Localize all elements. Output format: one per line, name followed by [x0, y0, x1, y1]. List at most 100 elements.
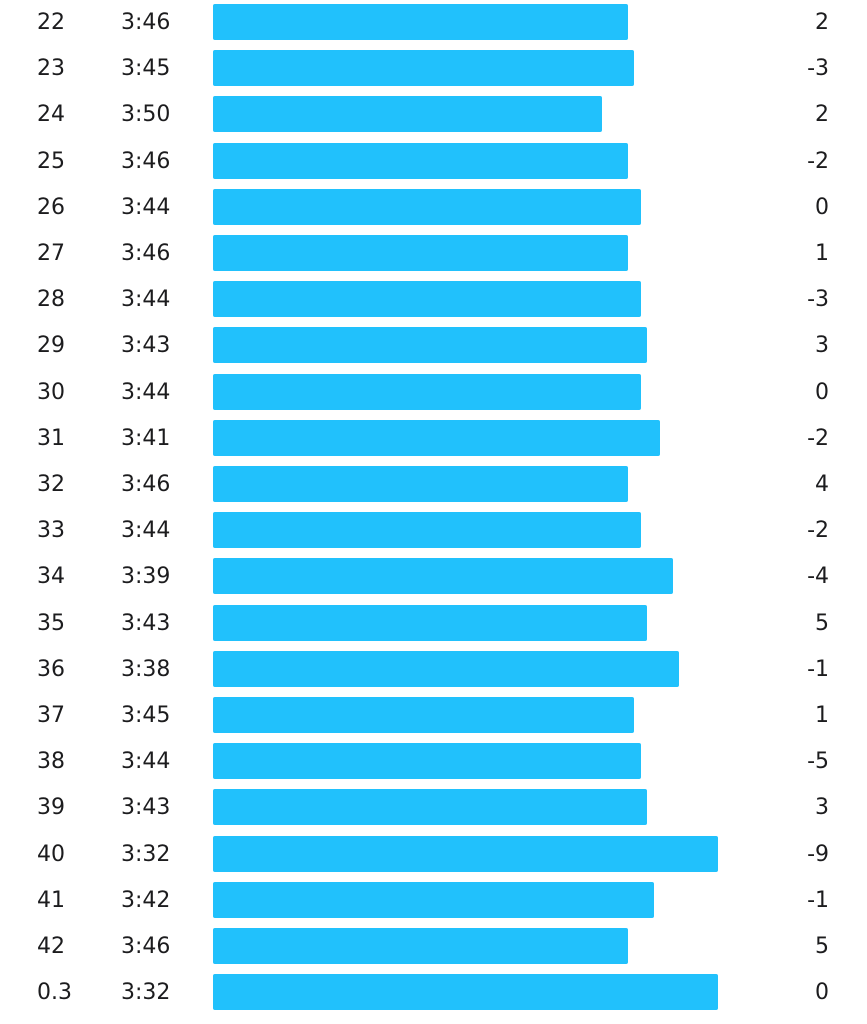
split-pace-label: 3:32	[121, 980, 171, 1006]
split-elevation-label: -3	[807, 56, 829, 82]
split-pace-label: 3:32	[121, 841, 171, 867]
split-pace-label: 3:41	[121, 425, 171, 451]
split-km-label: 35	[37, 610, 65, 636]
pace-bar	[213, 789, 647, 826]
split-elevation-label: 3	[815, 795, 829, 821]
pace-bar	[213, 235, 628, 271]
pace-bar	[213, 743, 641, 780]
pace-bar	[213, 96, 602, 133]
split-km-label: 42	[37, 934, 65, 959]
split-elevation-label: 2	[815, 10, 829, 35]
split-pace-label: 3:44	[121, 194, 171, 220]
split-elevation-label: -2	[807, 518, 829, 544]
split-row: 28 3:44 -3	[0, 277, 867, 323]
pace-bar	[213, 697, 634, 733]
pace-bar	[213, 928, 628, 964]
pace-bar	[213, 373, 641, 410]
split-pace-label: 3:44	[121, 287, 171, 313]
split-row: 40 3:32 -9	[0, 832, 867, 878]
split-elevation-label: -5	[807, 749, 829, 775]
split-row: 42 3:46 5	[0, 924, 867, 970]
split-km-label: 34	[37, 564, 65, 590]
split-row: 25 3:46 -2	[0, 139, 867, 185]
split-row: 30 3:44 0	[0, 370, 867, 416]
split-pace-label: 3:43	[121, 610, 171, 636]
split-elevation-label: 1	[815, 241, 829, 266]
split-pace-label: 3:46	[121, 241, 171, 266]
split-km-label: 25	[37, 148, 65, 174]
split-row: 32 3:46 4	[0, 462, 867, 508]
split-elevation-label: -9	[807, 841, 829, 867]
split-row: 41 3:42 -1	[0, 878, 867, 924]
pace-bar	[213, 142, 628, 179]
split-pace-label: 3:43	[121, 795, 171, 821]
split-elevation-label: 0	[815, 980, 829, 1006]
split-row: 33 3:44 -2	[0, 508, 867, 554]
split-elevation-label: 3	[815, 333, 829, 359]
split-km-label: 40	[37, 841, 65, 867]
split-pace-label: 3:45	[121, 703, 171, 728]
split-pace-label: 3:44	[121, 518, 171, 544]
split-pace-label: 3:44	[121, 749, 171, 775]
split-pace-label: 3:38	[121, 656, 171, 682]
split-km-label: 33	[37, 518, 65, 544]
pace-bar	[213, 974, 718, 1011]
split-km-label: 30	[37, 379, 65, 405]
split-elevation-label: 5	[815, 610, 829, 636]
split-row: 31 3:41 -2	[0, 416, 867, 462]
pace-bar	[213, 835, 718, 872]
split-pace-label: 3:46	[121, 934, 171, 959]
pace-bar	[213, 327, 647, 364]
split-pace-label: 3:46	[121, 148, 171, 174]
split-km-label: 32	[37, 472, 65, 497]
split-pace-label: 3:46	[121, 472, 171, 497]
split-elevation-label: -2	[807, 425, 829, 451]
pace-bar	[213, 604, 647, 641]
pace-bar	[213, 650, 679, 687]
split-row: 0.3 3:32 0	[0, 970, 867, 1016]
split-row: 39 3:43 3	[0, 785, 867, 831]
split-row: 34 3:39 -4	[0, 554, 867, 600]
split-pace-label: 3:50	[121, 102, 171, 128]
split-elevation-label: 0	[815, 194, 829, 220]
split-km-label: 37	[37, 703, 65, 728]
split-km-label: 26	[37, 194, 65, 220]
split-row: 38 3:44 -5	[0, 739, 867, 785]
split-row: 24 3:50 2	[0, 92, 867, 138]
split-km-label: 38	[37, 749, 65, 775]
split-km-label: 27	[37, 241, 65, 266]
split-elevation-label: 1	[815, 703, 829, 728]
pace-bar	[213, 512, 641, 549]
split-row: 35 3:43 5	[0, 601, 867, 647]
pace-bar	[213, 558, 673, 595]
split-pace-label: 3:42	[121, 887, 171, 913]
split-km-label: 24	[37, 102, 65, 128]
split-km-label: 31	[37, 425, 65, 451]
split-elevation-label: -2	[807, 148, 829, 174]
pace-bar	[213, 4, 628, 40]
split-elevation-label: 4	[815, 472, 829, 497]
split-pace-label: 3:44	[121, 379, 171, 405]
split-elevation-label: -1	[807, 887, 829, 913]
split-km-label: 23	[37, 56, 65, 82]
pace-bar	[213, 466, 628, 502]
split-row: 37 3:45 1	[0, 693, 867, 739]
split-elevation-label: 2	[815, 102, 829, 128]
split-km-label: 0.3	[37, 980, 72, 1006]
split-elevation-label: -4	[807, 564, 829, 590]
pace-bar	[213, 188, 641, 225]
pace-bar	[213, 50, 634, 87]
split-km-label: 41	[37, 887, 65, 913]
split-row: 22 3:46 2	[0, 0, 867, 46]
split-pace-label: 3:46	[121, 10, 171, 35]
split-km-label: 36	[37, 656, 65, 682]
split-pace-label: 3:43	[121, 333, 171, 359]
pace-bar	[213, 881, 654, 918]
split-row: 29 3:43 3	[0, 323, 867, 369]
split-elevation-label: 0	[815, 379, 829, 405]
pace-bar	[213, 419, 660, 456]
split-elevation-label: 5	[815, 934, 829, 959]
pace-bar	[213, 281, 641, 318]
split-elevation-label: -3	[807, 287, 829, 313]
split-row: 36 3:38 -1	[0, 647, 867, 693]
